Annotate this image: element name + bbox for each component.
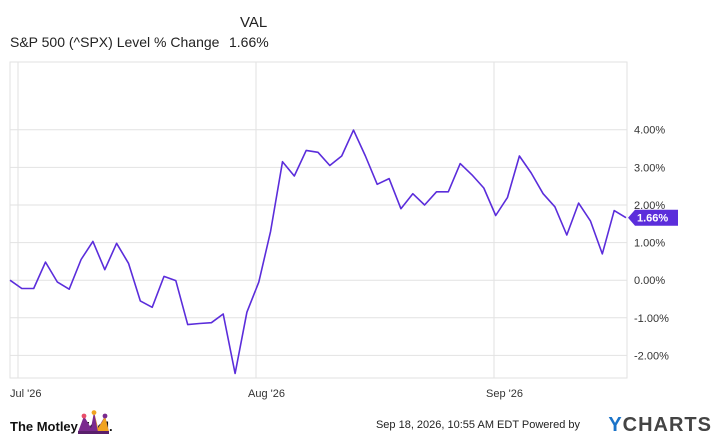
- attribution: Sep 18, 2026, 10:55 AM EDT Powered by YC…: [376, 414, 712, 437]
- last-value-label: 1.66%: [637, 213, 668, 225]
- ycharts-logo-y: Y: [608, 414, 623, 436]
- jester-hat-icon: [78, 410, 109, 434]
- ycharts-logo-rest: CHARTS: [622, 414, 712, 436]
- y-tick-label: 2.00%: [634, 200, 665, 212]
- x-tick-label: Jul '26: [10, 388, 41, 400]
- y-tick-label: 3.00%: [634, 162, 665, 174]
- y-tick-label: -2.00%: [634, 350, 669, 362]
- legend: VAL S&P 500 (^SPX) Level % Change 1.66%: [0, 0, 300, 55]
- ycharts-logo: YCHARTS: [608, 414, 712, 437]
- y-tick-label: 4.00%: [634, 125, 665, 137]
- plot-frame: [9, 61, 628, 379]
- legend-series-value: 1.66%: [229, 34, 269, 50]
- timestamp-text: Sep 18, 2026, 10:55 AM EDT Powered by: [375, 419, 580, 431]
- y-tick-label: 0.00%: [634, 275, 665, 287]
- series-line: [9, 129, 627, 375]
- x-tick-label: Aug '26: [248, 388, 285, 400]
- legend-series-label: S&P 500 (^SPX) Level % Change: [10, 34, 220, 50]
- last-value-badge: [628, 209, 678, 226]
- x-tick-label: Sep '26: [486, 388, 523, 400]
- y-tick-label: 1.00%: [634, 238, 665, 250]
- legend-column-header: VAL: [240, 14, 268, 31]
- y-tick-label: -1.00%: [634, 313, 669, 325]
